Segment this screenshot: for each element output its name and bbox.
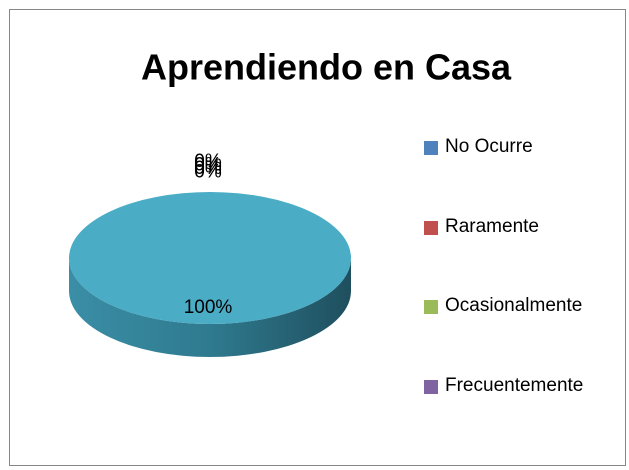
legend-item: Raramente (424, 216, 615, 240)
data-label: 0% (194, 158, 222, 179)
legend-item: No Ocurre (424, 136, 615, 160)
data-label: 100% (184, 297, 233, 318)
legend-label: Raramente (445, 215, 539, 237)
legend-label: No Ocurre (445, 136, 533, 157)
chart-title: Aprendiendo en Casa (141, 47, 512, 88)
legend-swatch (424, 220, 438, 235)
legend-swatch (424, 300, 438, 314)
data-label: 0% (194, 162, 222, 183)
pie-side (69, 258, 351, 357)
legend-label: Ocasionalmente (445, 295, 583, 316)
legend-swatch (424, 379, 438, 394)
data-label: 0% (194, 151, 222, 172)
legend-label: Frecuentemente (445, 374, 584, 396)
pie-slice (68, 191, 351, 325)
data-label: 0% (194, 155, 222, 176)
legend-swatch (424, 141, 438, 155)
legend-item: Ocasionalmente (424, 295, 615, 319)
legend-item: Frecuentemente (424, 375, 615, 399)
